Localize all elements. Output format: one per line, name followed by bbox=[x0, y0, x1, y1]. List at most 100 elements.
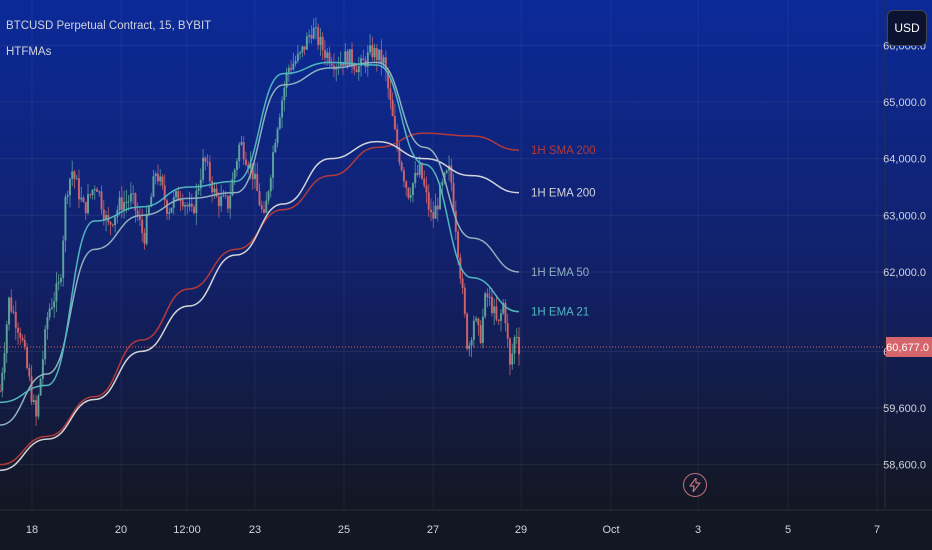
candle-body bbox=[348, 49, 351, 66]
candle-body bbox=[127, 201, 130, 203]
x-tick-label: 5 bbox=[785, 524, 791, 536]
symbol-title[interactable]: BTCUSD Perpetual Contract, 15, BYBIT bbox=[6, 20, 212, 32]
x-tick-label: 20 bbox=[115, 524, 127, 536]
candle-body bbox=[44, 329, 47, 360]
grid-lines bbox=[0, 0, 885, 510]
candle-body bbox=[461, 278, 464, 288]
candle-body bbox=[159, 176, 162, 182]
candle-body bbox=[71, 171, 74, 179]
lightning-icon[interactable] bbox=[683, 473, 707, 497]
candle-body bbox=[172, 197, 175, 208]
candle-body bbox=[3, 353, 6, 373]
candle-body bbox=[389, 88, 392, 100]
candle-body bbox=[414, 172, 417, 184]
candle-body bbox=[396, 129, 399, 148]
candle-body bbox=[80, 197, 83, 200]
candle-body bbox=[382, 57, 385, 64]
candle-body bbox=[479, 325, 482, 343]
candle-body bbox=[303, 46, 306, 50]
candle-body bbox=[310, 35, 313, 39]
candle-body bbox=[495, 306, 498, 320]
candle-body bbox=[454, 210, 457, 232]
candle-body bbox=[375, 48, 378, 61]
candle-body bbox=[50, 307, 53, 309]
candle-body bbox=[301, 46, 304, 53]
candle-body bbox=[91, 189, 94, 195]
last-price-marker: 60,677.0 bbox=[0, 336, 932, 357]
candle-body bbox=[468, 345, 471, 349]
candle-body bbox=[323, 50, 326, 58]
ma-line-sma200 bbox=[0, 132, 520, 466]
candle-body bbox=[436, 205, 439, 210]
candle-body bbox=[344, 51, 347, 66]
candle-body bbox=[369, 45, 372, 53]
candle-body bbox=[253, 173, 256, 180]
candle-body bbox=[432, 212, 435, 219]
candle-body bbox=[120, 197, 123, 211]
candle-body bbox=[360, 58, 363, 66]
time-axis[interactable]: 18 20 12:00 23 25 27 29 Oct 3 5 7 bbox=[26, 524, 880, 536]
candle-body bbox=[312, 27, 315, 39]
candle-body bbox=[244, 159, 247, 165]
ma-label-ema50: 1H EMA 50 bbox=[531, 267, 589, 279]
candle-body bbox=[1, 372, 4, 392]
candle-body bbox=[240, 142, 243, 145]
candle-body bbox=[346, 51, 349, 66]
candle-body bbox=[152, 176, 155, 197]
candle-body bbox=[184, 204, 187, 207]
x-tick-label: 27 bbox=[427, 524, 439, 536]
candle-body bbox=[211, 181, 214, 193]
candle-body bbox=[109, 222, 112, 225]
currency-button[interactable]: USD bbox=[887, 10, 927, 46]
indicator-label[interactable]: HTFMAs bbox=[6, 46, 52, 58]
candle-body bbox=[466, 313, 469, 349]
candle-body bbox=[314, 27, 317, 29]
candle-body bbox=[21, 338, 24, 341]
candle-body bbox=[513, 337, 516, 354]
candle-body bbox=[204, 157, 207, 162]
candle-body bbox=[441, 181, 444, 186]
candle-body bbox=[89, 194, 92, 196]
candle-body bbox=[317, 27, 320, 45]
candle-body bbox=[165, 200, 168, 214]
x-tick-label: 18 bbox=[26, 524, 38, 536]
candle-body bbox=[217, 196, 220, 207]
candle-body bbox=[66, 195, 69, 197]
candle-body bbox=[242, 142, 245, 160]
candle-body bbox=[141, 219, 144, 233]
price-scale-background bbox=[885, 0, 932, 510]
candle-body bbox=[274, 143, 277, 153]
candle-body bbox=[407, 187, 410, 198]
candle-body bbox=[12, 311, 15, 313]
y-tick-label: 59,600.0 bbox=[883, 403, 926, 415]
candle-body bbox=[351, 49, 354, 66]
x-tick-label: 25 bbox=[338, 524, 350, 536]
candle-body bbox=[402, 170, 405, 182]
candle-body bbox=[281, 100, 284, 118]
candle-body bbox=[251, 163, 254, 180]
candle-body bbox=[186, 204, 189, 207]
candle-body bbox=[23, 340, 26, 348]
candle-body bbox=[75, 178, 78, 180]
candle-body bbox=[400, 162, 403, 171]
ma-line-ema50 bbox=[0, 61, 520, 426]
candle-body bbox=[84, 201, 87, 214]
candle-body bbox=[136, 210, 139, 217]
candle-body bbox=[57, 281, 60, 284]
candle-body bbox=[73, 171, 76, 179]
candle-body bbox=[147, 206, 150, 214]
candle-body bbox=[475, 318, 478, 321]
candle-body bbox=[420, 163, 423, 179]
candle-body bbox=[294, 60, 297, 64]
candle-body bbox=[231, 178, 234, 196]
last-price-badge bbox=[886, 336, 932, 357]
candle-body bbox=[206, 161, 209, 163]
candle-body bbox=[190, 203, 193, 207]
x-tick-label: 3 bbox=[695, 524, 701, 536]
candle-body bbox=[199, 179, 202, 189]
candle-body bbox=[163, 185, 166, 201]
candle-body bbox=[265, 200, 268, 213]
candle-body bbox=[263, 209, 266, 213]
